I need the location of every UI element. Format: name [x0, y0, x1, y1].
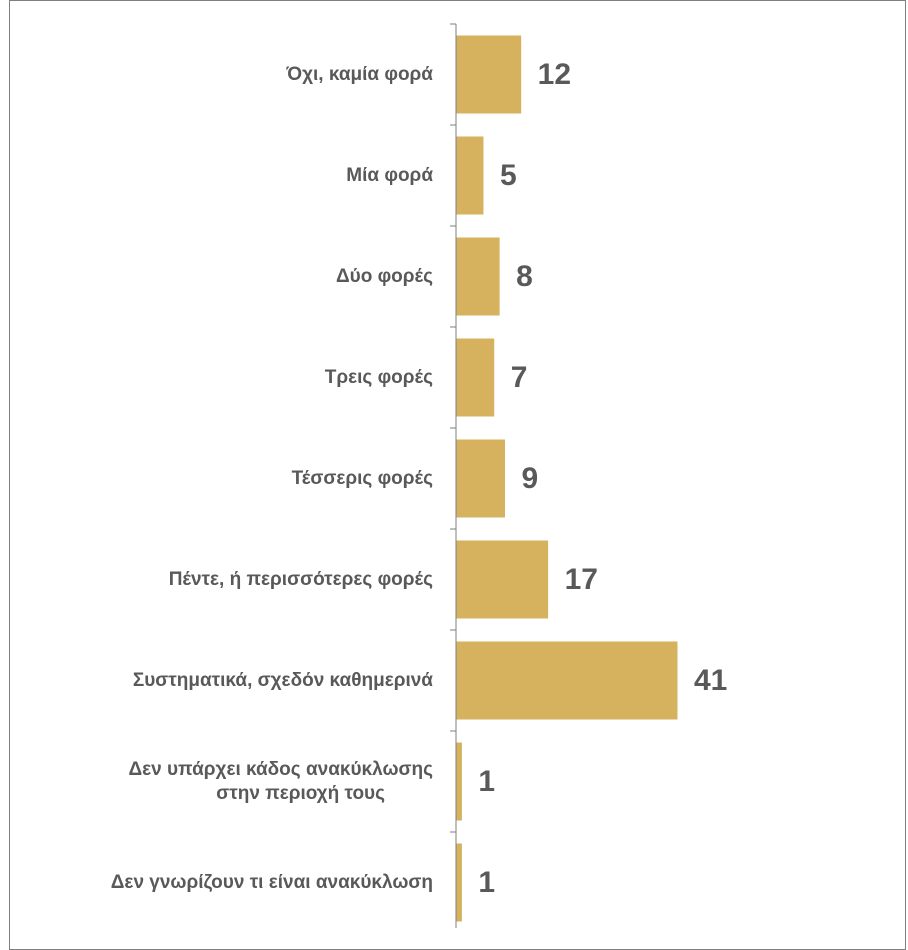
data-label: 41 [694, 664, 727, 697]
data-label: 17 [565, 563, 598, 596]
data-label: 1 [478, 866, 495, 899]
bar [456, 439, 506, 518]
category-label: Τέσσερις φορές [292, 468, 433, 489]
category-label-line: Πέντε, ή περισσότερες φορές [169, 569, 433, 590]
bar [456, 136, 484, 215]
data-label: 9 [522, 462, 539, 495]
bar-chart: Όχι, καμία φορά Μία φορά Δύο φορές Τρεις φο… [111, 23, 727, 928]
category-labels-group: Όχι, καμία φορά Μία φορά Δύο φορές Τρεις φο… [111, 64, 434, 893]
category-label-line: στην περιοχή τους [216, 783, 385, 804]
category-label: Δεν γνωρίζουν τι είναι ανακύκλωση [111, 872, 433, 893]
category-label-line: Όχι, καμία φορά [285, 64, 433, 85]
data-labels-group: 12 5 8 7 9 17 41 1 1 [478, 58, 727, 899]
bar [456, 742, 462, 821]
category-label: Πέντε, ή περισσότερες φορές [169, 569, 433, 590]
category-label: Μία φορά [346, 165, 433, 186]
category-label-line: Τέσσερις φορές [292, 468, 433, 489]
bar [456, 338, 495, 417]
category-label: Συστηματικά, σχεδόν καθημερινά [133, 670, 433, 691]
y-axis-group [450, 23, 457, 928]
bar [456, 237, 500, 316]
category-label: Τρεις φορές [325, 367, 433, 388]
data-label: 1 [478, 765, 495, 798]
bar [456, 641, 678, 720]
data-label: 8 [516, 260, 533, 293]
bar [456, 35, 522, 114]
data-label: 5 [500, 159, 517, 192]
category-label-line: Δύο φορές [336, 266, 433, 287]
category-label-line: Δεν γνωρίζουν τι είναι ανακύκλωση [111, 872, 433, 893]
category-label-line: Μία φορά [346, 165, 433, 186]
data-label: 7 [511, 361, 528, 394]
category-label-line: Τρεις φορές [325, 367, 433, 388]
category-label-line: Συστηματικά, σχεδόν καθημερινά [133, 670, 433, 691]
category-label: Δύο φορές [336, 266, 433, 287]
category-label: Όχι, καμία φορά [285, 64, 433, 85]
bar [456, 540, 549, 619]
bar [456, 843, 462, 922]
bars-group [456, 35, 678, 922]
category-label: Δεν υπάρχει κάδος ανακύκλωσης στην περιοχ… [128, 759, 433, 804]
category-label-line: Δεν υπάρχει κάδος ανακύκλωσης [128, 759, 433, 780]
data-label: 12 [538, 58, 571, 91]
